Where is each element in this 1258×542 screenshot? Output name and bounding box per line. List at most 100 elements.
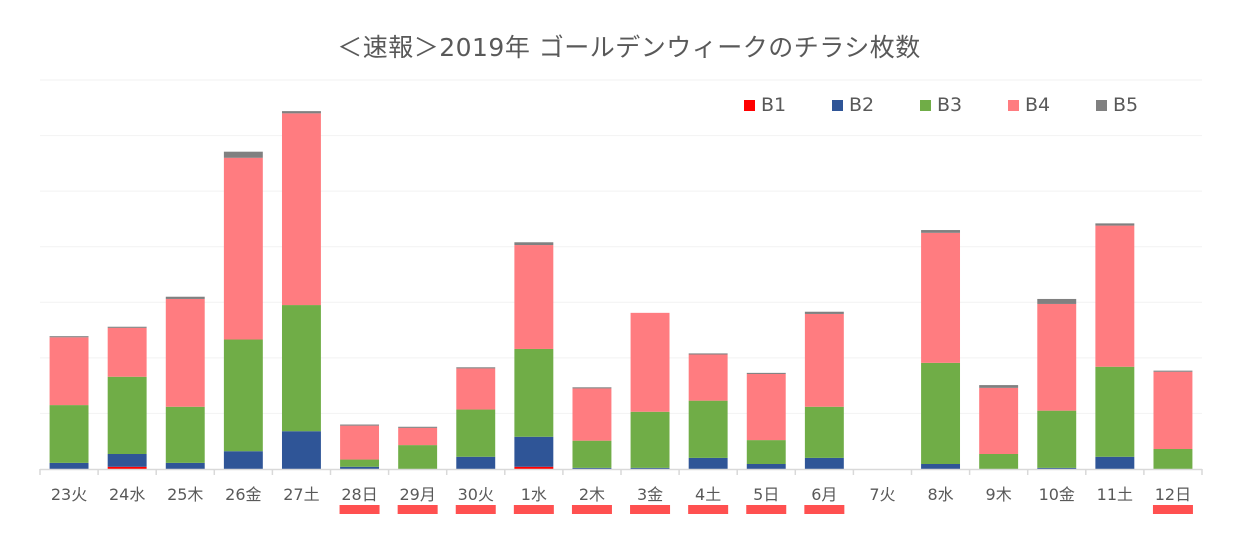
bar-segment-b5[interactable]	[49, 336, 89, 338]
bar-segment-b5[interactable]	[746, 372, 786, 374]
bar-segment-b5[interactable]	[1037, 298, 1077, 304]
bar-segment-b4[interactable]	[1095, 225, 1135, 367]
bar-segment-b3[interactable]	[979, 453, 1019, 469]
bar-segment-b1[interactable]	[514, 466, 554, 469]
bar-segment-b3[interactable]	[1037, 410, 1077, 468]
holiday-marker	[630, 505, 671, 514]
legend-label-b4: B4	[1025, 94, 1051, 116]
bar-segment-b3[interactable]	[340, 459, 380, 467]
bar-segment-b5[interactable]	[979, 385, 1019, 388]
bar-segment-b4[interactable]	[572, 388, 612, 441]
legend-item-b1[interactable]: B1	[744, 94, 832, 116]
bar-segment-b4[interactable]	[107, 327, 147, 377]
bar-segment-b3[interactable]	[1095, 366, 1135, 457]
bar-segment-b3[interactable]	[688, 400, 728, 458]
legend: B1 B2 B3 B4 B5	[744, 94, 1184, 116]
x-tick-label: 3金	[637, 485, 663, 504]
holiday-markers	[339, 505, 1193, 514]
bar-segment-b4[interactable]	[921, 232, 961, 363]
bar-segment-b4[interactable]	[1153, 371, 1193, 449]
bar-segment-b4[interactable]	[514, 245, 554, 349]
bar-segment-b3[interactable]	[921, 362, 961, 464]
bar-segment-b2[interactable]	[107, 453, 147, 467]
bar-segment-b5[interactable]	[921, 230, 961, 233]
bar-segment-b2[interactable]	[746, 463, 786, 469]
bar-segment-b5[interactable]	[1153, 370, 1193, 372]
x-tick-label: 4土	[695, 485, 721, 504]
x-tick-label: 25木	[167, 485, 203, 504]
bar-segment-b5[interactable]	[165, 296, 205, 299]
bar-segment-b3[interactable]	[281, 305, 321, 432]
bar-segment-b2[interactable]	[688, 457, 728, 469]
x-tick-label: 9木	[986, 485, 1012, 504]
bar-segment-b4[interactable]	[630, 312, 670, 412]
legend-label-b2: B2	[849, 94, 875, 116]
bar-segment-b4[interactable]	[688, 354, 728, 401]
x-tick-label: 12日	[1155, 485, 1191, 504]
legend-swatch-b5	[1096, 99, 1107, 111]
bar-segment-b3[interactable]	[165, 406, 205, 463]
bar-segment-b2[interactable]	[804, 457, 844, 469]
bar-segment-b5[interactable]	[107, 326, 147, 328]
bar-segment-b5[interactable]	[572, 387, 612, 389]
bar-segment-b3[interactable]	[630, 411, 670, 468]
bar-segment-b4[interactable]	[1037, 303, 1077, 411]
bar-segment-b3[interactable]	[746, 440, 786, 464]
bar-segment-b1[interactable]	[107, 466, 147, 469]
bar-segment-b5[interactable]	[1095, 223, 1135, 226]
bar-segment-b4[interactable]	[456, 368, 496, 410]
chart-title: ＜速報＞2019年 ゴールデンウィークのチラシ枚数	[337, 33, 921, 62]
legend-item-b4[interactable]: B4	[1008, 94, 1096, 116]
bar-segment-b5[interactable]	[398, 426, 438, 428]
bar-segment-b3[interactable]	[804, 406, 844, 458]
bar-segment-b4[interactable]	[281, 113, 321, 306]
bar-segment-b4[interactable]	[340, 425, 380, 460]
bar-segment-b5[interactable]	[514, 242, 554, 246]
bar-segment-b5[interactable]	[223, 151, 263, 158]
bar-segment-b3[interactable]	[49, 405, 89, 463]
bar-segment-b3[interactable]	[456, 409, 496, 457]
bar-segment-b2[interactable]	[1037, 467, 1077, 469]
bar-segment-b4[interactable]	[398, 427, 438, 446]
legend-item-b3[interactable]: B3	[920, 94, 1008, 116]
legend-swatch-b1	[744, 99, 755, 111]
bar-segment-b2[interactable]	[1095, 456, 1135, 469]
legend-item-b5[interactable]: B5	[1096, 94, 1184, 116]
bar-segment-b5[interactable]	[688, 353, 728, 355]
x-tick-label: 7火	[869, 485, 895, 504]
bar-segment-b2[interactable]	[514, 436, 554, 467]
bar-segment-b2[interactable]	[456, 456, 496, 469]
bar-segment-b3[interactable]	[107, 376, 147, 454]
x-tick-label: 28日	[341, 485, 377, 504]
bar-segment-b4[interactable]	[746, 373, 786, 441]
holiday-marker	[513, 505, 554, 514]
bar-segment-b3[interactable]	[572, 440, 612, 468]
bar-segment-b3[interactable]	[1153, 448, 1193, 469]
bar-segment-b4[interactable]	[165, 298, 205, 407]
bar-segment-b5[interactable]	[340, 424, 380, 426]
bar-segment-b2[interactable]	[281, 431, 321, 469]
bar-segment-b5[interactable]	[281, 111, 321, 114]
bar-segment-b2[interactable]	[49, 462, 89, 469]
bar-segment-b3[interactable]	[223, 339, 263, 452]
bar-segment-b2[interactable]	[165, 462, 205, 469]
bar-segment-b3[interactable]	[398, 445, 438, 469]
x-tick-label: 29月	[399, 485, 435, 504]
holiday-marker	[455, 505, 496, 514]
bar-segment-b2[interactable]	[340, 466, 380, 469]
legend-swatch-b2	[832, 99, 843, 111]
bar-segment-b5[interactable]	[804, 311, 844, 314]
bar-segment-b4[interactable]	[223, 157, 263, 340]
x-tick-label: 1水	[521, 485, 547, 504]
bar-segment-b2[interactable]	[223, 451, 263, 469]
bar-segment-b4[interactable]	[49, 337, 89, 406]
bar-segment-b3[interactable]	[514, 348, 554, 437]
bar-segment-b4[interactable]	[979, 387, 1019, 454]
bar-segment-b2[interactable]	[630, 467, 670, 469]
bar-segment-b4[interactable]	[804, 313, 844, 407]
legend-item-b2[interactable]: B2	[832, 94, 920, 116]
bar-segment-b5[interactable]	[456, 367, 496, 369]
bar-segment-b2[interactable]	[572, 467, 612, 469]
bar-segment-b2[interactable]	[921, 463, 961, 469]
